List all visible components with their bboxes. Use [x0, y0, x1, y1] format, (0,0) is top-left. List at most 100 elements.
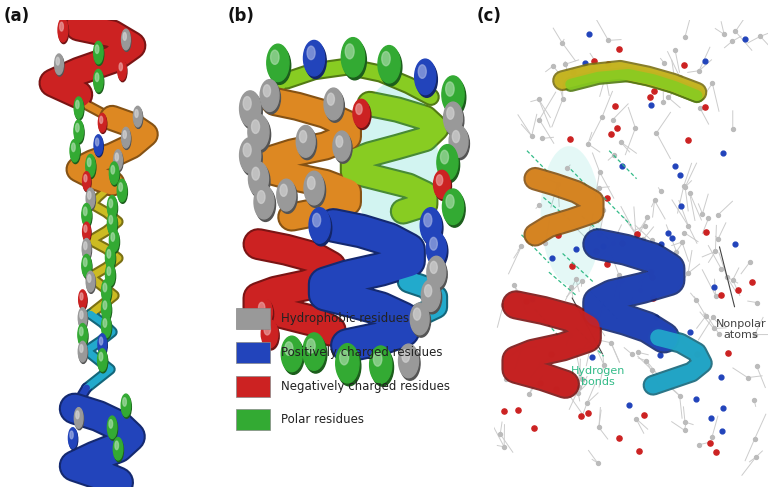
- Point: [557, 95, 569, 103]
- Circle shape: [336, 136, 343, 147]
- Point: [516, 343, 528, 351]
- Point: [669, 46, 681, 54]
- Point: [615, 239, 628, 247]
- Point: [602, 36, 615, 44]
- Point: [655, 187, 667, 195]
- Circle shape: [264, 325, 270, 335]
- Point: [657, 98, 669, 106]
- Point: [749, 435, 761, 443]
- Circle shape: [94, 135, 103, 156]
- Circle shape: [111, 233, 114, 241]
- Circle shape: [117, 179, 127, 202]
- Point: [678, 62, 690, 70]
- Circle shape: [257, 300, 273, 328]
- FancyBboxPatch shape: [236, 409, 269, 430]
- Point: [715, 264, 727, 272]
- Circle shape: [285, 342, 293, 355]
- Circle shape: [324, 88, 343, 120]
- Point: [624, 299, 636, 307]
- Point: [587, 57, 600, 65]
- Point: [588, 316, 601, 324]
- Point: [684, 328, 696, 336]
- Circle shape: [370, 346, 392, 383]
- Circle shape: [280, 184, 287, 196]
- Point: [705, 414, 717, 422]
- Point: [716, 427, 728, 435]
- Circle shape: [422, 210, 443, 246]
- Circle shape: [305, 43, 327, 79]
- Point: [678, 229, 690, 237]
- Point: [597, 206, 609, 214]
- Point: [749, 331, 761, 338]
- Point: [645, 267, 658, 275]
- Circle shape: [113, 437, 123, 460]
- Circle shape: [411, 305, 431, 337]
- Circle shape: [345, 44, 354, 59]
- Point: [662, 93, 674, 101]
- Circle shape: [106, 263, 115, 286]
- Circle shape: [259, 302, 265, 313]
- Point: [655, 240, 668, 248]
- Circle shape: [110, 164, 120, 186]
- Point: [722, 349, 734, 357]
- Point: [706, 433, 718, 441]
- Point: [703, 214, 715, 222]
- Circle shape: [100, 116, 103, 123]
- Point: [564, 331, 577, 338]
- Circle shape: [296, 125, 315, 157]
- Circle shape: [102, 281, 112, 304]
- Circle shape: [113, 150, 123, 170]
- Point: [533, 95, 545, 103]
- Circle shape: [119, 183, 123, 191]
- Circle shape: [109, 419, 113, 428]
- Point: [744, 257, 757, 265]
- Point: [589, 247, 601, 255]
- Point: [562, 389, 574, 397]
- Circle shape: [277, 179, 296, 211]
- Point: [613, 45, 625, 53]
- Circle shape: [410, 303, 429, 335]
- Circle shape: [263, 85, 270, 97]
- Circle shape: [267, 44, 289, 82]
- Point: [566, 262, 578, 270]
- Circle shape: [103, 301, 107, 310]
- Circle shape: [343, 41, 367, 80]
- Circle shape: [423, 282, 442, 314]
- Circle shape: [444, 102, 462, 134]
- Circle shape: [400, 346, 420, 380]
- Circle shape: [134, 108, 143, 128]
- Circle shape: [79, 325, 88, 348]
- Circle shape: [93, 41, 103, 64]
- Point: [679, 418, 691, 426]
- Point: [559, 60, 571, 68]
- Circle shape: [79, 343, 87, 363]
- Circle shape: [107, 212, 117, 234]
- Circle shape: [83, 207, 87, 216]
- Point: [693, 441, 706, 449]
- Circle shape: [80, 291, 87, 310]
- Circle shape: [118, 181, 127, 203]
- Point: [498, 443, 510, 451]
- Circle shape: [122, 31, 131, 51]
- Point: [512, 406, 524, 414]
- Circle shape: [101, 315, 111, 337]
- Point: [497, 301, 510, 309]
- Point: [715, 373, 727, 381]
- Point: [630, 414, 642, 422]
- Circle shape: [123, 131, 127, 139]
- Circle shape: [337, 346, 361, 386]
- Circle shape: [98, 113, 107, 132]
- Circle shape: [86, 188, 95, 209]
- Point: [754, 32, 767, 40]
- Point: [750, 299, 763, 307]
- Circle shape: [445, 82, 454, 96]
- Point: [648, 86, 661, 94]
- Text: (c): (c): [477, 7, 502, 25]
- Circle shape: [75, 122, 84, 144]
- Circle shape: [452, 131, 459, 143]
- Circle shape: [354, 101, 371, 129]
- Point: [613, 271, 625, 279]
- Circle shape: [118, 61, 127, 82]
- Point: [706, 80, 719, 87]
- Circle shape: [102, 299, 112, 322]
